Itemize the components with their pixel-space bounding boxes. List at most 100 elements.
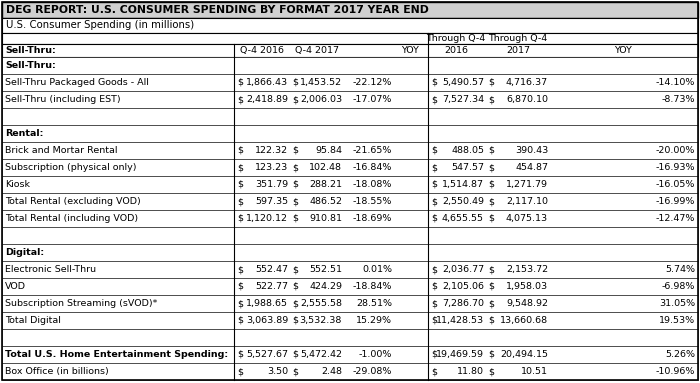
- Text: $: $: [488, 95, 494, 104]
- Text: Total Rental (including VOD): Total Rental (including VOD): [5, 214, 138, 223]
- Text: 424.29: 424.29: [309, 282, 342, 291]
- Text: $: $: [292, 316, 298, 325]
- Text: 351.79: 351.79: [255, 180, 288, 189]
- Text: -16.05%: -16.05%: [656, 180, 695, 189]
- Text: 1,120.12: 1,120.12: [246, 214, 288, 223]
- Text: 454.87: 454.87: [515, 163, 548, 172]
- Text: -16.84%: -16.84%: [353, 163, 392, 172]
- Text: 3.50: 3.50: [267, 367, 288, 376]
- Text: 486.52: 486.52: [309, 197, 342, 206]
- Bar: [2, 44, 698, 57]
- Text: 19.53%: 19.53%: [659, 316, 695, 325]
- Text: 1,453.52: 1,453.52: [300, 78, 342, 87]
- Text: $: $: [292, 146, 298, 155]
- Text: $: $: [237, 299, 243, 308]
- Bar: [2, 244, 698, 261]
- Text: $: $: [488, 316, 494, 325]
- Text: 2,555.58: 2,555.58: [300, 299, 342, 308]
- Text: Sell-Thru (including EST): Sell-Thru (including EST): [5, 95, 120, 104]
- Text: 102.48: 102.48: [309, 163, 342, 172]
- Text: $: $: [488, 367, 494, 376]
- Text: $: $: [292, 95, 298, 104]
- Text: 31.05%: 31.05%: [659, 299, 695, 308]
- Text: 0.01%: 0.01%: [362, 265, 392, 274]
- Text: 488.05: 488.05: [451, 146, 484, 155]
- Text: 11.80: 11.80: [457, 367, 484, 376]
- Text: 910.81: 910.81: [309, 214, 342, 223]
- Text: 2,117.10: 2,117.10: [506, 197, 548, 206]
- Text: $: $: [237, 197, 243, 206]
- Text: $: $: [488, 214, 494, 223]
- Text: $: $: [431, 163, 437, 172]
- Text: 2,006.03: 2,006.03: [300, 95, 342, 104]
- Text: $: $: [431, 350, 437, 359]
- Bar: [2, 125, 698, 142]
- Text: 95.84: 95.84: [315, 146, 342, 155]
- Text: $: $: [292, 299, 298, 308]
- Text: -10.96%: -10.96%: [656, 367, 695, 376]
- Text: -20.00%: -20.00%: [656, 146, 695, 155]
- Text: 11,428.53: 11,428.53: [436, 316, 484, 325]
- Bar: [2, 159, 698, 176]
- Text: $: $: [237, 316, 243, 325]
- Text: 3,532.38: 3,532.38: [300, 316, 342, 325]
- Text: 2,550.49: 2,550.49: [442, 197, 484, 206]
- Text: YOY: YOY: [614, 46, 632, 55]
- Text: 5.26%: 5.26%: [665, 350, 695, 359]
- Text: Q-4 2016: Q-4 2016: [241, 46, 284, 55]
- Text: Total Digital: Total Digital: [5, 316, 61, 325]
- Text: 5,490.57: 5,490.57: [442, 78, 484, 87]
- Text: $: $: [292, 78, 298, 87]
- Text: 122.32: 122.32: [255, 146, 288, 155]
- Text: Brick and Mortar Rental: Brick and Mortar Rental: [5, 146, 118, 155]
- Text: 15.29%: 15.29%: [356, 316, 392, 325]
- Text: 10.51: 10.51: [521, 367, 548, 376]
- Text: 1,988.65: 1,988.65: [246, 299, 288, 308]
- Text: $: $: [431, 214, 437, 223]
- Text: 4,075.13: 4,075.13: [506, 214, 548, 223]
- Text: 7,286.70: 7,286.70: [442, 299, 484, 308]
- Bar: [2, 57, 698, 74]
- Bar: [2, 193, 698, 210]
- Text: 547.57: 547.57: [451, 163, 484, 172]
- Text: 2016: 2016: [444, 46, 468, 55]
- Bar: [2, 2, 698, 18]
- Text: $: $: [292, 163, 298, 172]
- Bar: [2, 295, 698, 312]
- Text: -18.84%: -18.84%: [353, 282, 392, 291]
- Text: $: $: [431, 299, 437, 308]
- Text: 13,660.68: 13,660.68: [500, 316, 548, 325]
- Text: Kiosk: Kiosk: [5, 180, 30, 189]
- Bar: [2, 108, 698, 125]
- Text: 2017: 2017: [506, 46, 530, 55]
- Text: $: $: [237, 367, 243, 376]
- Text: -18.69%: -18.69%: [353, 214, 392, 223]
- Text: $: $: [488, 146, 494, 155]
- Text: 2,418.89: 2,418.89: [246, 95, 288, 104]
- Text: -12.47%: -12.47%: [656, 214, 695, 223]
- Bar: [2, 261, 698, 278]
- Text: 1,866.43: 1,866.43: [246, 78, 288, 87]
- Text: $: $: [488, 180, 494, 189]
- Text: $: $: [488, 197, 494, 206]
- Text: $: $: [292, 350, 298, 359]
- Text: Total U.S. Home Entertainment Spending:: Total U.S. Home Entertainment Spending:: [5, 350, 228, 359]
- Text: $: $: [292, 367, 298, 376]
- Text: 1,271.79: 1,271.79: [506, 180, 548, 189]
- Text: -16.93%: -16.93%: [655, 163, 695, 172]
- Bar: [2, 312, 698, 329]
- Text: 9,548.92: 9,548.92: [506, 299, 548, 308]
- Text: $: $: [237, 163, 243, 172]
- Text: $: $: [431, 316, 437, 325]
- Text: $: $: [431, 95, 437, 104]
- Text: 2,105.06: 2,105.06: [442, 282, 484, 291]
- Text: $: $: [431, 367, 437, 376]
- Text: 2.48: 2.48: [321, 367, 342, 376]
- Text: 390.43: 390.43: [514, 146, 548, 155]
- Text: Sell-Thru:: Sell-Thru:: [5, 61, 56, 70]
- Text: $: $: [292, 265, 298, 274]
- Text: $: $: [488, 78, 494, 87]
- Text: $: $: [431, 197, 437, 206]
- Bar: [2, 142, 698, 159]
- Text: $: $: [488, 265, 494, 274]
